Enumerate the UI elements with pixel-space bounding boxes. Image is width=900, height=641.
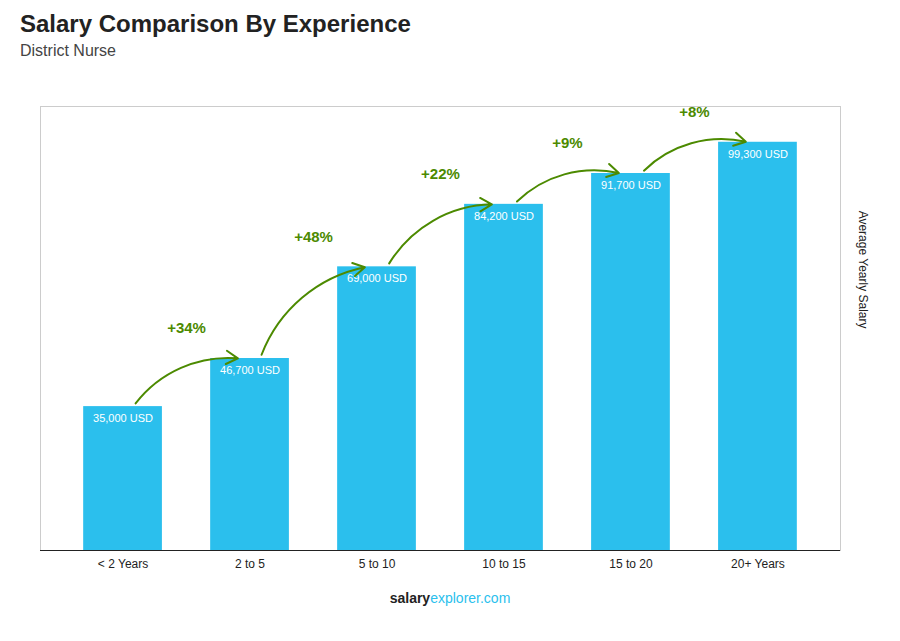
svg-text:2 to 5: 2 to 5 xyxy=(235,557,265,571)
svg-text:99,300 USD: 99,300 USD xyxy=(728,148,788,160)
svg-text:91,700 USD: 91,700 USD xyxy=(601,179,661,191)
svg-text:15 to 20: 15 to 20 xyxy=(609,557,653,571)
svg-text:+34%: +34% xyxy=(167,319,206,336)
html-text:District Nurse: District Nurse xyxy=(20,42,116,59)
svg-text:84,200 USD: 84,200 USD xyxy=(474,210,534,222)
svg-text:+8%: +8% xyxy=(679,103,709,120)
svg-text:20+ Years: 20+ Years xyxy=(731,557,785,571)
svg-text:+48%: +48% xyxy=(294,228,333,245)
svg-text:46,700 USD: 46,700 USD xyxy=(220,364,280,376)
svg-text:5 to 10: 5 to 10 xyxy=(359,557,396,571)
html-text:Salary Comparison By Experienc: Salary Comparison By Experience xyxy=(20,10,411,37)
svg-text:35,000 USD: 35,000 USD xyxy=(93,412,153,424)
svg-text:Average Yearly Salary: Average Yearly Salary xyxy=(856,211,870,329)
svg-text:69,000 USD: 69,000 USD xyxy=(347,272,407,285)
html-text:salary explorer.com: salary explorer.com xyxy=(389,590,511,606)
svg-text:< 2 Years: < 2 Years xyxy=(98,557,148,571)
svg-text:+9%: +9% xyxy=(552,134,582,151)
svg-text:10 to 15: 10 to 15 xyxy=(482,557,526,571)
svg-text:+22%: +22% xyxy=(421,165,460,182)
